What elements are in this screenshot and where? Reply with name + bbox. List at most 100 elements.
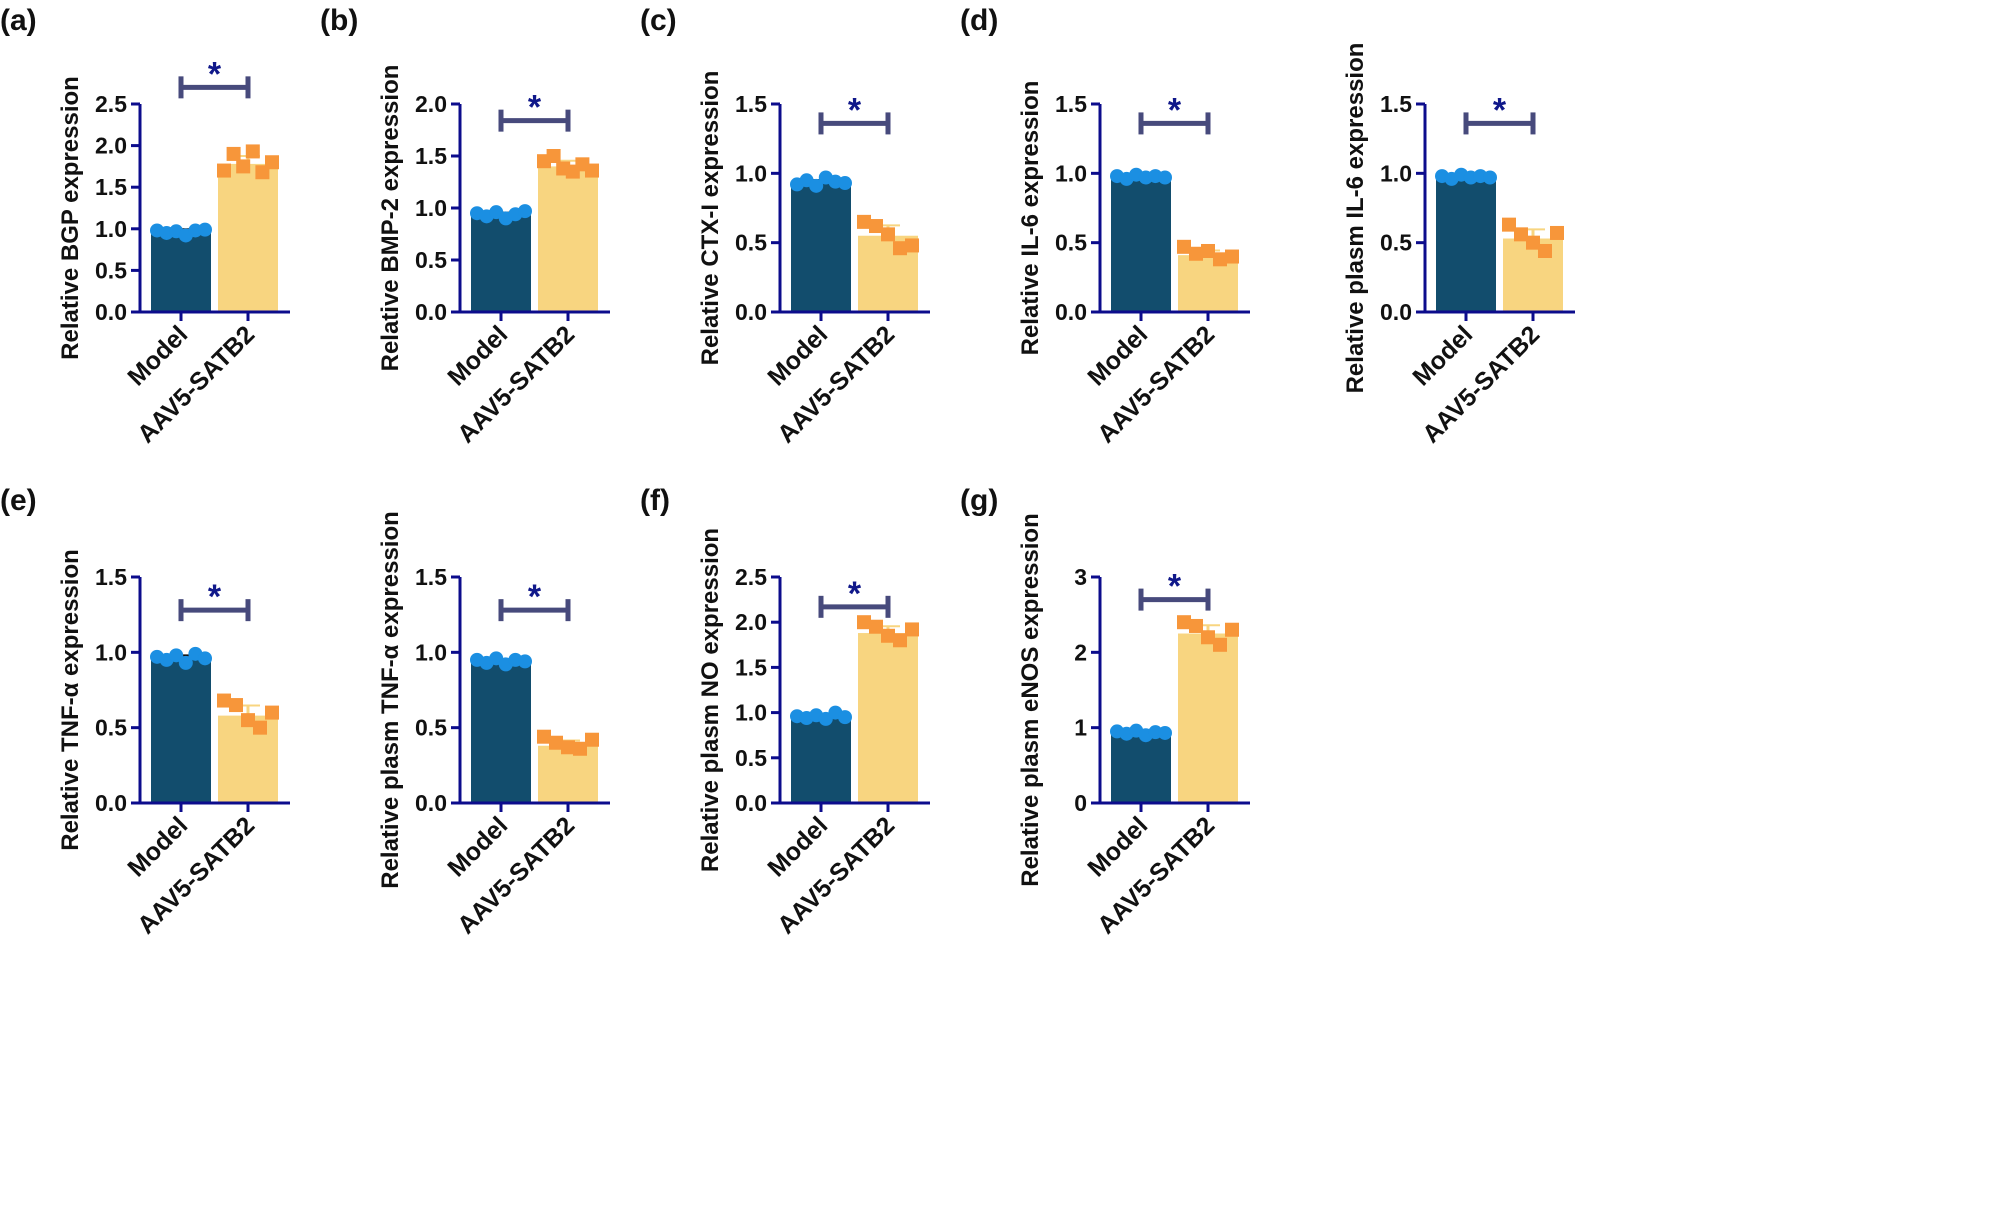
chart-panel: Relative plasm IL-6 expression 0.0 0.5 1.0 1… <box>1342 43 1575 449</box>
y-tick-label: 1.0 <box>415 639 447 665</box>
data-point-aav5-satb2 <box>1201 630 1215 645</box>
data-point-aav5-satb2 <box>1213 637 1227 652</box>
y-axis-title: Relative CTX-I expression <box>697 71 724 366</box>
y-tick-label: 1.5 <box>735 654 767 680</box>
y-tick-label: 0.5 <box>415 715 447 741</box>
data-point-aav5-satb2 <box>857 615 871 630</box>
panel-label: (b) <box>320 4 358 37</box>
y-tick-label: 1.5 <box>95 564 127 590</box>
data-point-aav5-satb2 <box>893 633 907 648</box>
data-point-aav5-satb2 <box>226 146 241 161</box>
y-axis-title: Relative IL-6 expression <box>1017 81 1044 356</box>
chart-panel: (a) Relative BGP expression 0.0 0.5 1.0 1.5 2.… <box>0 4 290 449</box>
y-tick-label: 1.0 <box>95 216 127 242</box>
data-point-aav5-satb2 <box>905 238 919 253</box>
y-tick-label: 1.0 <box>415 195 447 221</box>
significance-star: * <box>528 578 542 616</box>
data-point-aav5-satb2 <box>561 740 575 755</box>
y-tick-label: 0 <box>1074 790 1087 816</box>
data-point-model <box>518 654 532 669</box>
panel-label: (d) <box>960 4 998 37</box>
bar-aav5-satb2 <box>218 163 278 312</box>
bar-model <box>151 658 211 803</box>
y-tick-label: 1.0 <box>735 700 767 726</box>
data-point-aav5-satb2 <box>1538 243 1552 258</box>
data-point-model <box>1158 170 1172 185</box>
x-tick-label: AAV5-SATB2 <box>772 811 900 939</box>
bar-model <box>791 183 851 312</box>
significance-star: * <box>848 91 862 129</box>
y-axis-title: Relative BMP-2 expression <box>377 65 404 372</box>
data-point-aav5-satb2 <box>546 149 561 163</box>
data-point-aav5-satb2 <box>585 163 599 178</box>
data-point-model <box>838 710 852 725</box>
panel-label: (c) <box>640 4 677 37</box>
data-point-aav5-satb2 <box>585 732 599 747</box>
x-tick-label: AAV5-SATB2 <box>1092 320 1220 448</box>
y-tick-label: 0.5 <box>415 247 447 273</box>
y-tick-label: 2.5 <box>95 91 127 117</box>
data-point-model <box>198 222 212 237</box>
y-tick-label: 2.0 <box>415 91 447 117</box>
x-tick-label: AAV5-SATB2 <box>132 811 260 939</box>
data-point-aav5-satb2 <box>265 155 279 170</box>
y-tick-label: 0.5 <box>95 257 127 283</box>
data-point-model <box>169 648 184 663</box>
y-tick-label: 0.0 <box>1055 299 1087 325</box>
data-point-aav5-satb2 <box>1201 243 1215 258</box>
data-point-aav5-satb2 <box>1526 235 1540 250</box>
data-point-aav5-satb2 <box>253 720 267 735</box>
data-point-aav5-satb2 <box>1213 252 1227 267</box>
data-point-model <box>809 178 824 193</box>
chart-panel: (c) Relative CTX-I expression 0.0 0.5 1.0 1.5… <box>640 4 930 449</box>
chart-panel: Relative plasm TNF-α expression 0.0 0.5 1.0… <box>377 511 610 940</box>
data-point-aav5-satb2 <box>881 628 895 643</box>
y-tick-label: 0.0 <box>415 299 447 325</box>
x-tick-label: AAV5-SATB2 <box>452 811 580 939</box>
y-tick-label: 0.0 <box>735 299 767 325</box>
panel-label: (f) <box>640 484 670 517</box>
y-tick-label: 1.5 <box>1380 91 1412 117</box>
bar-model <box>791 717 851 803</box>
y-axis-title: Relative plasm eNOS expression <box>1017 513 1044 887</box>
chart-panel: (f) Relative plasm NO expression 0.0 0.5 1.0… <box>640 484 930 940</box>
bar-model <box>471 215 531 312</box>
y-tick-label: 1.5 <box>415 143 447 169</box>
y-axis-title: Relative plasm IL-6 expression <box>1342 43 1369 394</box>
x-tick-label: AAV5-SATB2 <box>772 320 900 448</box>
data-point-aav5-satb2 <box>869 219 883 234</box>
data-point-aav5-satb2 <box>217 163 231 178</box>
data-point-model <box>838 176 852 191</box>
data-point-aav5-satb2 <box>1189 618 1203 633</box>
data-point-model <box>518 204 532 219</box>
y-tick-label: 2.0 <box>95 133 127 159</box>
chart-panel: (g)Relative plasm eNOS expression 0123Mod… <box>960 484 1250 940</box>
data-point-model <box>1158 725 1172 740</box>
y-tick-label: 1.5 <box>415 564 447 590</box>
significance-star: * <box>1168 91 1182 129</box>
bar-model <box>1111 732 1171 803</box>
data-point-aav5-satb2 <box>1502 217 1516 232</box>
data-point-aav5-satb2 <box>229 698 243 713</box>
data-point-aav5-satb2 <box>1514 227 1528 242</box>
bar-aav5-satb2 <box>1503 238 1563 312</box>
bar-aav5-satb2 <box>538 745 598 803</box>
x-tick-label: AAV5-SATB2 <box>1417 320 1545 448</box>
chart-panel: (d)Relative IL-6 expression 0.00.51.01.5M… <box>960 4 1250 449</box>
bar-aav5-satb2 <box>1178 255 1238 312</box>
data-point-aav5-satb2 <box>573 741 587 756</box>
significance-star: * <box>848 575 862 613</box>
y-tick-label: 1.0 <box>735 160 767 186</box>
data-point-aav5-satb2 <box>881 227 895 242</box>
bar-aav5-satb2 <box>858 633 918 803</box>
y-tick-label: 2.0 <box>735 609 767 635</box>
data-point-aav5-satb2 <box>857 214 871 229</box>
data-point-aav5-satb2 <box>1177 239 1191 254</box>
bar-model <box>471 662 531 803</box>
data-point-aav5-satb2 <box>869 619 883 634</box>
significance-star: * <box>208 55 222 93</box>
y-axis-title: Relative TNF-α expression <box>57 549 84 851</box>
significance-star: * <box>1168 568 1182 606</box>
y-tick-label: 0.0 <box>95 790 127 816</box>
